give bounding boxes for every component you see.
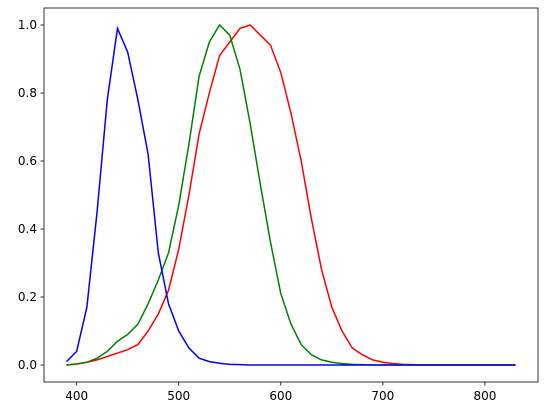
- y-tick-label: 0.2: [18, 290, 37, 304]
- x-tick-label: 400: [65, 389, 88, 403]
- x-tick-label: 500: [167, 389, 190, 403]
- line-series: [65, 25, 516, 366]
- x-tick-label: 600: [269, 389, 292, 403]
- line-series: [66, 23, 516, 366]
- x-tick-label: 700: [371, 389, 394, 403]
- y-tick-label: 0.4: [18, 222, 37, 236]
- axes-frame: [43, 7, 539, 383]
- x-tick-label: 800: [473, 389, 496, 403]
- y-tick-label: 0.0: [18, 358, 37, 372]
- y-tick-label: 0.8: [18, 86, 37, 100]
- y-tick-label: 1.0: [18, 18, 37, 32]
- y-tick-label: 0.6: [18, 154, 37, 168]
- line-series: [66, 24, 516, 366]
